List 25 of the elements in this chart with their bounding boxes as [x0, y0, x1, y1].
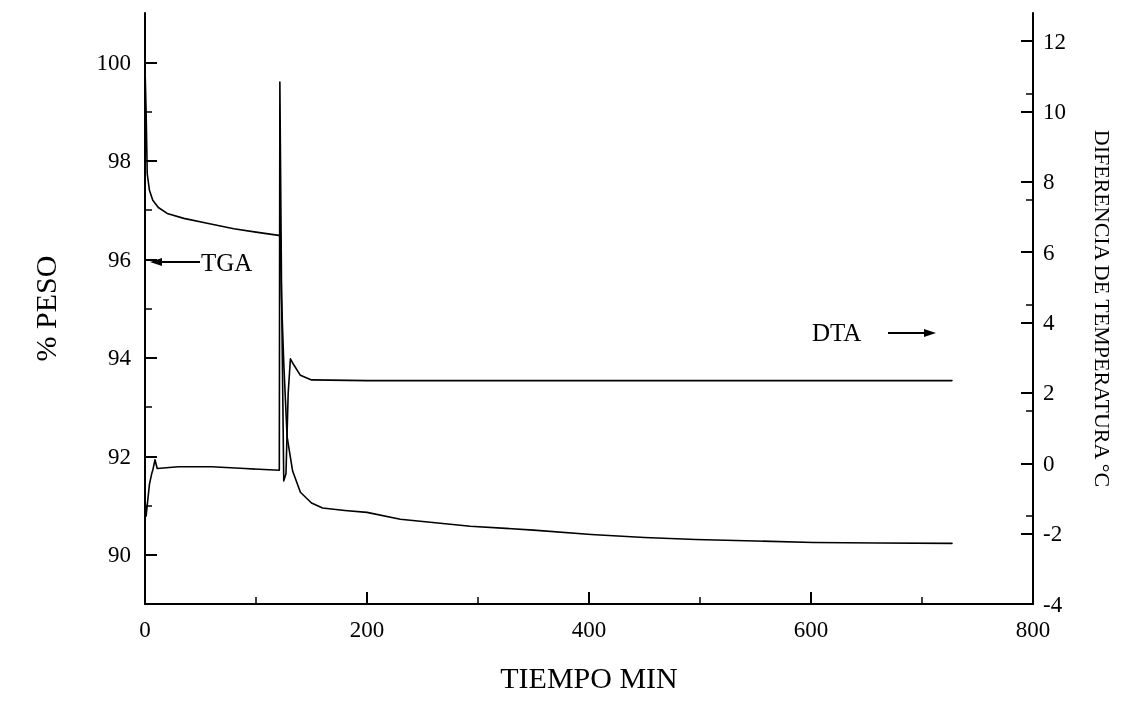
y2-tick-label: 0 — [1043, 450, 1055, 476]
y-tick-label: 98 — [108, 148, 131, 174]
y2-tick-label: 12 — [1043, 28, 1066, 54]
y-axis-title: % PESO — [28, 255, 62, 362]
y2-tick-label: 4 — [1043, 310, 1055, 336]
x-tick-label: 400 — [571, 617, 607, 642]
y-tick-label: 92 — [108, 443, 131, 469]
y-tick-label: 96 — [108, 246, 131, 272]
y2-tick-label: -4 — [1043, 591, 1063, 617]
x-axis-title: TIEMPO MIN — [500, 660, 678, 694]
x-tick-label: 200 — [349, 617, 385, 642]
y-tick-label: 94 — [108, 345, 132, 371]
y2-axis-title: DIFERENCIA DE TEMPERATURA °C — [1089, 129, 1115, 488]
legend-label: TGA — [201, 249, 253, 276]
x-tick-label: 600 — [793, 617, 829, 642]
x-tick-label: 0 — [139, 617, 151, 642]
y2-tick-label: -2 — [1043, 521, 1063, 547]
y2-tick-label: 6 — [1043, 239, 1055, 265]
y2-tick-label: 10 — [1043, 99, 1066, 124]
x-tick-label: 800 — [1015, 617, 1051, 642]
series-label: DTA — [812, 319, 862, 346]
y-tick-label: 90 — [108, 542, 131, 568]
y2-tick-label: 2 — [1043, 380, 1055, 406]
y-tick-label: 100 — [96, 49, 131, 75]
y2-tick-label: 8 — [1043, 169, 1055, 195]
